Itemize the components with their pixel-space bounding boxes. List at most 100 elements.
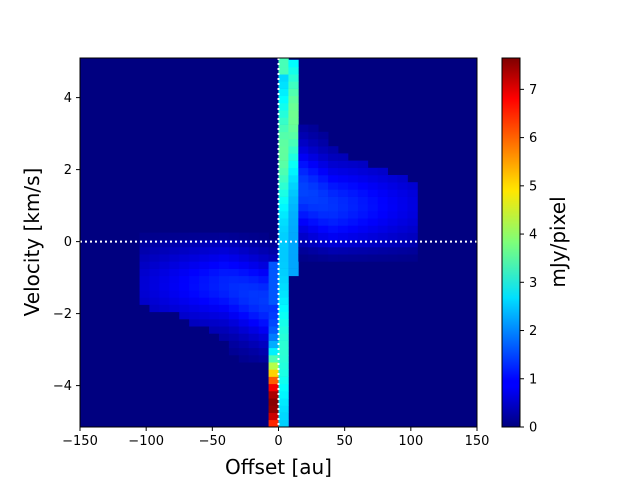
heatmap-cell	[377, 239, 388, 248]
heatmap-cell	[149, 290, 160, 298]
heatmap-cell	[397, 175, 408, 183]
heatmap-cell	[149, 261, 160, 269]
heatmap-cell	[268, 347, 279, 356]
heatmap-cell	[268, 297, 279, 305]
heatmap-cell	[377, 175, 388, 183]
heatmap-cell	[338, 247, 349, 255]
heatmap-cell	[159, 239, 170, 248]
heatmap-cell	[407, 211, 418, 219]
heatmap-cell	[268, 391, 279, 399]
heatmap-cell	[169, 261, 180, 269]
heatmap-cell	[318, 225, 329, 233]
heatmap-cell	[238, 340, 250, 349]
heatmap-cell	[278, 333, 289, 341]
heatmap-cell	[238, 239, 250, 248]
heatmap-cell	[268, 254, 279, 262]
heatmap-cell	[278, 117, 289, 125]
heatmap-cell	[149, 254, 160, 262]
heatmap-cell	[258, 290, 269, 298]
heatmap-cell	[228, 290, 240, 298]
heatmap-cell	[367, 189, 379, 197]
heatmap-cell	[357, 239, 369, 248]
heatmap-cell	[278, 326, 289, 334]
heatmap-cell	[298, 225, 309, 233]
heatmap-cell	[367, 175, 379, 183]
heatmap-cell	[377, 182, 388, 190]
heatmap-cell	[228, 297, 240, 305]
heatmap-cell	[209, 239, 220, 248]
heatmap-cell	[347, 239, 359, 248]
heatmap-cell	[228, 247, 240, 255]
heatmap-cell	[199, 304, 210, 313]
heatmap-cell	[209, 304, 220, 313]
heatmap-cell	[347, 196, 359, 205]
heatmap-cell	[179, 261, 190, 269]
heatmap-cell	[189, 290, 200, 298]
heatmap-cell	[278, 355, 289, 363]
heatmap-cell	[328, 232, 339, 241]
x-tick-label: 150	[465, 434, 490, 449]
colorbar-label: mJy/pixel	[546, 196, 570, 287]
y-tick-label: 4	[64, 91, 72, 106]
heatmap-cell	[248, 268, 259, 277]
heatmap-cell	[308, 167, 319, 176]
heatmap-cell	[258, 247, 269, 255]
heatmap-cell	[328, 254, 339, 262]
heatmap-cell	[258, 254, 269, 262]
heatmap-cell	[159, 261, 170, 269]
heatmap-cell	[258, 261, 269, 269]
y-tick-label: 0	[64, 235, 72, 250]
heatmap-cell	[238, 319, 250, 327]
heatmap-cell	[288, 139, 299, 147]
heatmap-cell	[288, 117, 299, 125]
heatmap-cell	[298, 182, 309, 190]
heatmap-cell	[199, 297, 210, 305]
heatmap-cell	[268, 362, 279, 370]
heatmap-cell	[268, 412, 279, 421]
heatmap-cell	[347, 247, 359, 255]
heatmap-cell	[199, 275, 210, 284]
heatmap-cell	[387, 211, 398, 219]
heatmap-cell	[298, 139, 309, 147]
heatmap-cell	[159, 254, 170, 262]
heatmap-cell	[288, 124, 299, 133]
heatmap-cell	[199, 319, 210, 327]
heatmap-cell	[407, 225, 418, 233]
heatmap-cell	[179, 254, 190, 262]
heatmap-cell	[209, 261, 220, 269]
heatmap-cell	[328, 196, 339, 205]
heatmap-cell	[248, 239, 259, 248]
heatmap-cell	[169, 232, 180, 241]
heatmap-cell	[278, 362, 289, 370]
heatmap-cell	[318, 146, 329, 154]
heatmap-cell	[407, 232, 418, 241]
heatmap-cell	[377, 247, 388, 255]
heatmap-cell	[159, 283, 170, 291]
heatmap-cell	[288, 160, 299, 169]
heatmap-cell	[228, 275, 240, 284]
heatmap-cell	[328, 218, 339, 226]
heatmap-cell	[288, 261, 299, 269]
heatmap-cell	[278, 232, 289, 241]
heatmap-cell	[308, 189, 319, 197]
heatmap-cell	[278, 81, 289, 89]
heatmap-cell	[377, 189, 388, 197]
heatmap-cell	[159, 304, 170, 313]
heatmap-cell	[209, 311, 220, 320]
heatmap-cell	[288, 131, 299, 140]
heatmap-cell	[397, 218, 408, 226]
colorbar-tick-label: 1	[529, 372, 537, 387]
heatmap-cell	[308, 139, 319, 147]
heatmap-cell	[268, 304, 279, 313]
heatmap-cell	[169, 290, 180, 298]
heatmap-cell	[149, 297, 160, 305]
colorbar-tick-label: 7	[529, 83, 537, 98]
heatmap-cell	[228, 239, 240, 248]
heatmap-cell	[278, 283, 289, 291]
heatmap-cell	[357, 254, 369, 262]
heatmap-cell	[189, 319, 200, 327]
heatmap-cell	[149, 275, 160, 284]
heatmap-cell	[377, 254, 388, 262]
heatmap-cell	[218, 311, 230, 320]
heatmap-cell	[228, 283, 240, 291]
